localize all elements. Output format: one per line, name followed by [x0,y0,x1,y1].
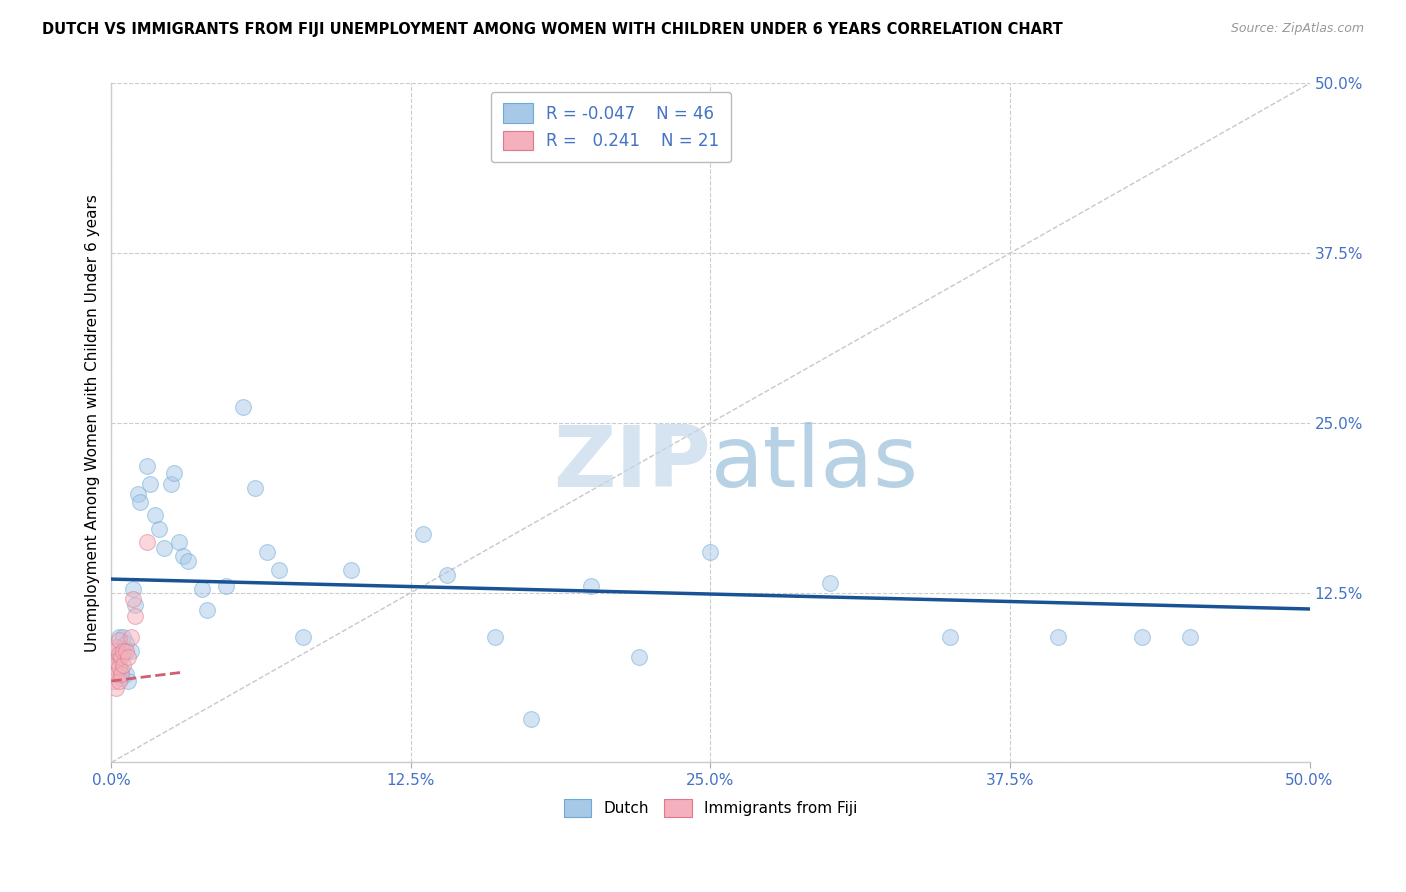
Point [148,522,170,536]
Point [114,644,136,658]
Point [103,644,125,658]
Point [1178,631,1201,645]
Point [163,466,186,480]
Point [120,631,142,645]
Point [107,673,129,688]
Point [269,563,291,577]
Point [110,667,132,681]
Point [107,651,129,665]
Point [110,663,132,677]
Point [105,667,128,681]
Point [112,647,135,661]
Point [191,582,214,596]
Point [177,554,200,568]
Point [627,649,650,664]
Point [112,657,135,672]
Point [124,598,146,612]
Point [112,644,135,658]
Point [1130,631,1153,645]
Point [112,631,135,645]
Point [136,535,159,549]
Point [127,486,149,500]
Point [103,673,125,688]
Point [139,477,162,491]
Text: DUTCH VS IMMIGRANTS FROM FIJI UNEMPLOYMENT AMONG WOMEN WITH CHILDREN UNDER 6 YEA: DUTCH VS IMMIGRANTS FROM FIJI UNEMPLOYME… [42,22,1063,37]
Point [124,608,146,623]
Point [114,667,136,681]
Point [103,660,125,674]
Point [519,712,541,726]
Point [122,582,145,596]
Point [129,494,152,508]
Point [105,642,128,657]
Point [256,545,278,559]
Point [215,579,238,593]
Point [939,631,962,645]
Point [105,640,128,654]
Text: ZIP: ZIP [553,422,710,505]
Point [160,477,183,491]
Point [107,660,129,674]
Point [110,671,132,685]
Point [292,631,315,645]
Point [107,633,129,648]
Text: atlas: atlas [710,422,918,505]
Point [172,549,194,563]
Point [117,673,139,688]
Point [107,631,129,645]
Point [153,541,176,555]
Point [117,649,139,664]
Text: Source: ZipAtlas.com: Source: ZipAtlas.com [1230,22,1364,36]
Point [105,654,128,668]
Point [105,681,128,695]
Point [820,576,842,591]
Point [699,545,721,559]
Point [107,647,129,661]
Point [484,631,506,645]
Point [122,592,145,607]
Y-axis label: Unemployment Among Women with Children Under 6 years: Unemployment Among Women with Children U… [86,194,100,652]
Point [1046,631,1069,645]
Point [114,636,136,650]
Point [143,508,166,523]
Point [167,535,190,549]
Point [243,481,266,495]
Point [340,563,363,577]
Point [232,400,254,414]
Point [412,527,434,541]
Point [110,649,132,664]
Point [579,579,602,593]
Point [120,644,142,658]
Point [195,603,218,617]
Legend: Dutch, Immigrants from Fiji: Dutch, Immigrants from Fiji [558,793,863,822]
Point [436,568,458,582]
Point [136,459,159,474]
